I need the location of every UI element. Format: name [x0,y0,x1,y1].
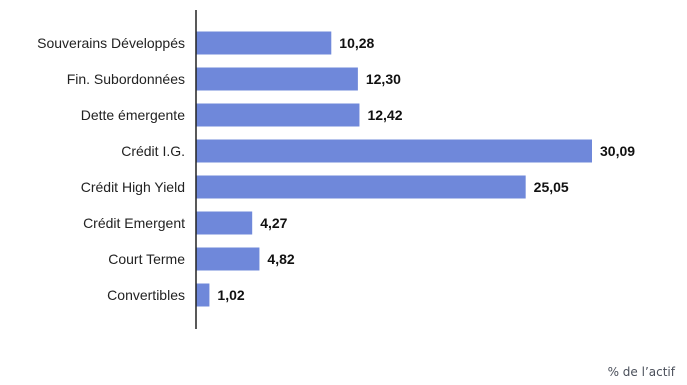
value-label-2: 12,42 [367,107,402,123]
category-label-5: Crédit Emergent [83,215,185,231]
value-label-7: 1,02 [217,287,244,303]
bar-3 [196,139,592,163]
bar-1 [196,67,358,91]
bar-2 [196,103,360,127]
value-label-5: 4,27 [260,215,287,231]
value-label-1: 12,30 [366,71,401,87]
bar-6 [196,247,260,271]
category-label-0: Souverains Développés [37,35,185,51]
bar-0 [196,31,332,55]
value-label-6: 4,82 [267,251,294,267]
category-label-4: Crédit High Yield [81,179,185,195]
bars-group: Souverains Développés 10,28 Fin. Subordonn… [37,31,635,307]
value-label-3: 30,09 [600,143,635,159]
category-label-6: Court Terme [108,251,185,267]
category-label-7: Convertibles [107,287,185,303]
value-label-4: 25,05 [534,179,569,195]
category-label-1: Fin. Subordonnées [67,71,185,87]
bar-7 [196,283,210,307]
unit-footnote: % de l’actif [607,365,675,379]
bar-4 [196,175,526,199]
category-label-2: Dette émergente [81,107,185,123]
value-label-0: 10,28 [339,35,374,51]
category-label-3: Crédit I.G. [121,143,185,159]
bar-5 [196,211,253,235]
